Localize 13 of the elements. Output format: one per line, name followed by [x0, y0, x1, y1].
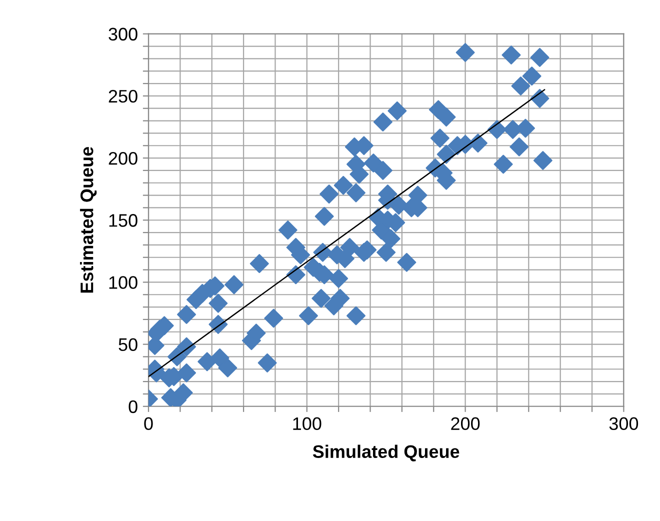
x-tick-label: 100: [293, 417, 322, 430]
y-tick-label: 50: [118, 338, 138, 352]
x-tick-label: 0: [144, 417, 153, 430]
y-tick-label: 0: [128, 400, 138, 414]
x-axis-title: Simulated Queue: [312, 444, 460, 462]
y-tick-label: 200: [108, 152, 138, 165]
x-tick-label: 200: [451, 417, 480, 430]
x-tick-label: 300: [609, 417, 638, 430]
y-axis-title: Estimated Queue: [80, 146, 97, 293]
y-tick-label: 150: [109, 214, 138, 227]
y-tick-label: 250: [108, 90, 138, 103]
y-tick-label: 100: [109, 276, 138, 289]
y-tick-label: 300: [108, 28, 138, 41]
